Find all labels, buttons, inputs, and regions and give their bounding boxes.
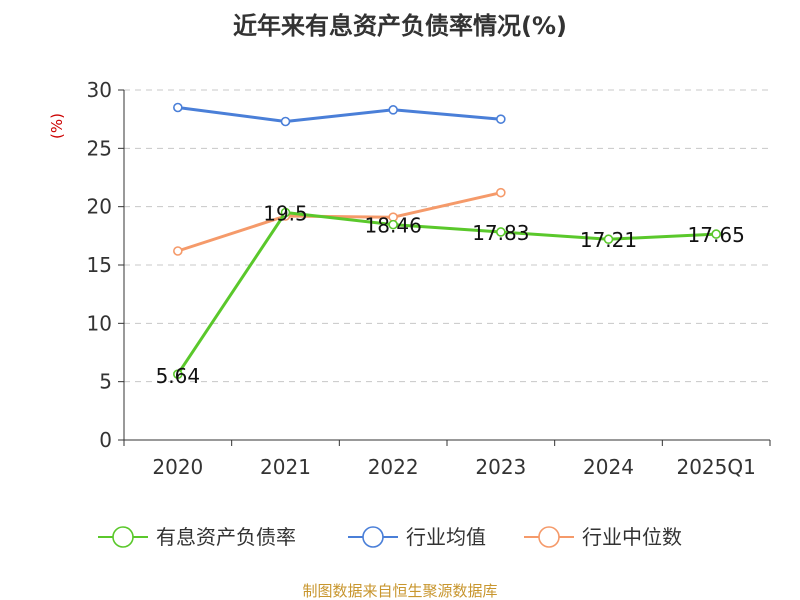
- series-line: [177, 106, 501, 123]
- data-point: [496, 227, 506, 237]
- data-point: [173, 369, 183, 380]
- series-1: [173, 102, 506, 127]
- data-point: [496, 114, 506, 124]
- x-tick-label: 2020: [152, 455, 203, 479]
- axes: 0 5 10 15 20 25 30 2020 2021 2022 2023 2024 2025Q1: [87, 78, 771, 479]
- legend-item[interactable]: 行业中位数: [524, 525, 682, 549]
- x-tick-label: 2021: [260, 455, 311, 479]
- data-point: [388, 219, 398, 230]
- data-label: 17.65: [688, 223, 745, 247]
- legend-marker: [538, 526, 560, 548]
- data-label: 19.5: [263, 202, 308, 226]
- data-point: [711, 229, 721, 239]
- data-point: [280, 207, 291, 218]
- legend-label: 行业中位数: [582, 525, 682, 549]
- series-line: [177, 191, 502, 253]
- y-tick-label: 10: [87, 311, 112, 335]
- data-point: [496, 187, 506, 198]
- data-point: [173, 246, 183, 256]
- source-note: 制图数据来自恒生聚源数据库: [302, 582, 497, 600]
- y-tick-label: 20: [87, 195, 112, 219]
- legend-item[interactable]: 有息资产负债率: [98, 525, 296, 549]
- data-label: 17.21: [580, 228, 637, 252]
- x-tick-label: 2023: [475, 455, 526, 479]
- series-0: [173, 207, 721, 380]
- legend-label: 行业均值: [406, 525, 486, 549]
- legend-marker: [362, 526, 384, 548]
- y-tick-label: 30: [87, 78, 112, 102]
- legend-label: 有息资产负债率: [156, 525, 296, 549]
- y-tick-label: 25: [87, 136, 112, 160]
- series-line: [176, 211, 717, 376]
- data-point: [173, 102, 183, 113]
- y-tick-label: 0: [99, 428, 112, 452]
- data-labels: 5.64 19.5 18.46 17.83 17.21 17.65: [156, 202, 745, 389]
- data-point: [280, 116, 291, 127]
- x-tick-label: 2024: [583, 455, 634, 479]
- legend-marker: [112, 526, 134, 548]
- series-lines: [173, 102, 721, 380]
- chart-title: 近年来有息资产负债率情况(%): [233, 12, 567, 40]
- series-2: [173, 187, 506, 256]
- data-label: 5.64: [156, 364, 201, 388]
- y-axis-unit-label: (%): [48, 113, 66, 139]
- y-tick-label: 15: [87, 253, 112, 277]
- x-tick-label: 2022: [368, 455, 419, 479]
- data-label: 18.46: [365, 214, 422, 238]
- data-point: [603, 234, 614, 245]
- y-tick-label: 5: [99, 370, 112, 394]
- x-tick-label: 2025Q1: [676, 455, 755, 479]
- data-label: 17.83: [472, 221, 529, 245]
- data-point: [388, 105, 398, 115]
- legend[interactable]: 有息资产负债率 行业均值 行业中位数: [98, 525, 682, 549]
- gridlines: [124, 89, 770, 383]
- legend-item[interactable]: 行业均值: [348, 525, 486, 549]
